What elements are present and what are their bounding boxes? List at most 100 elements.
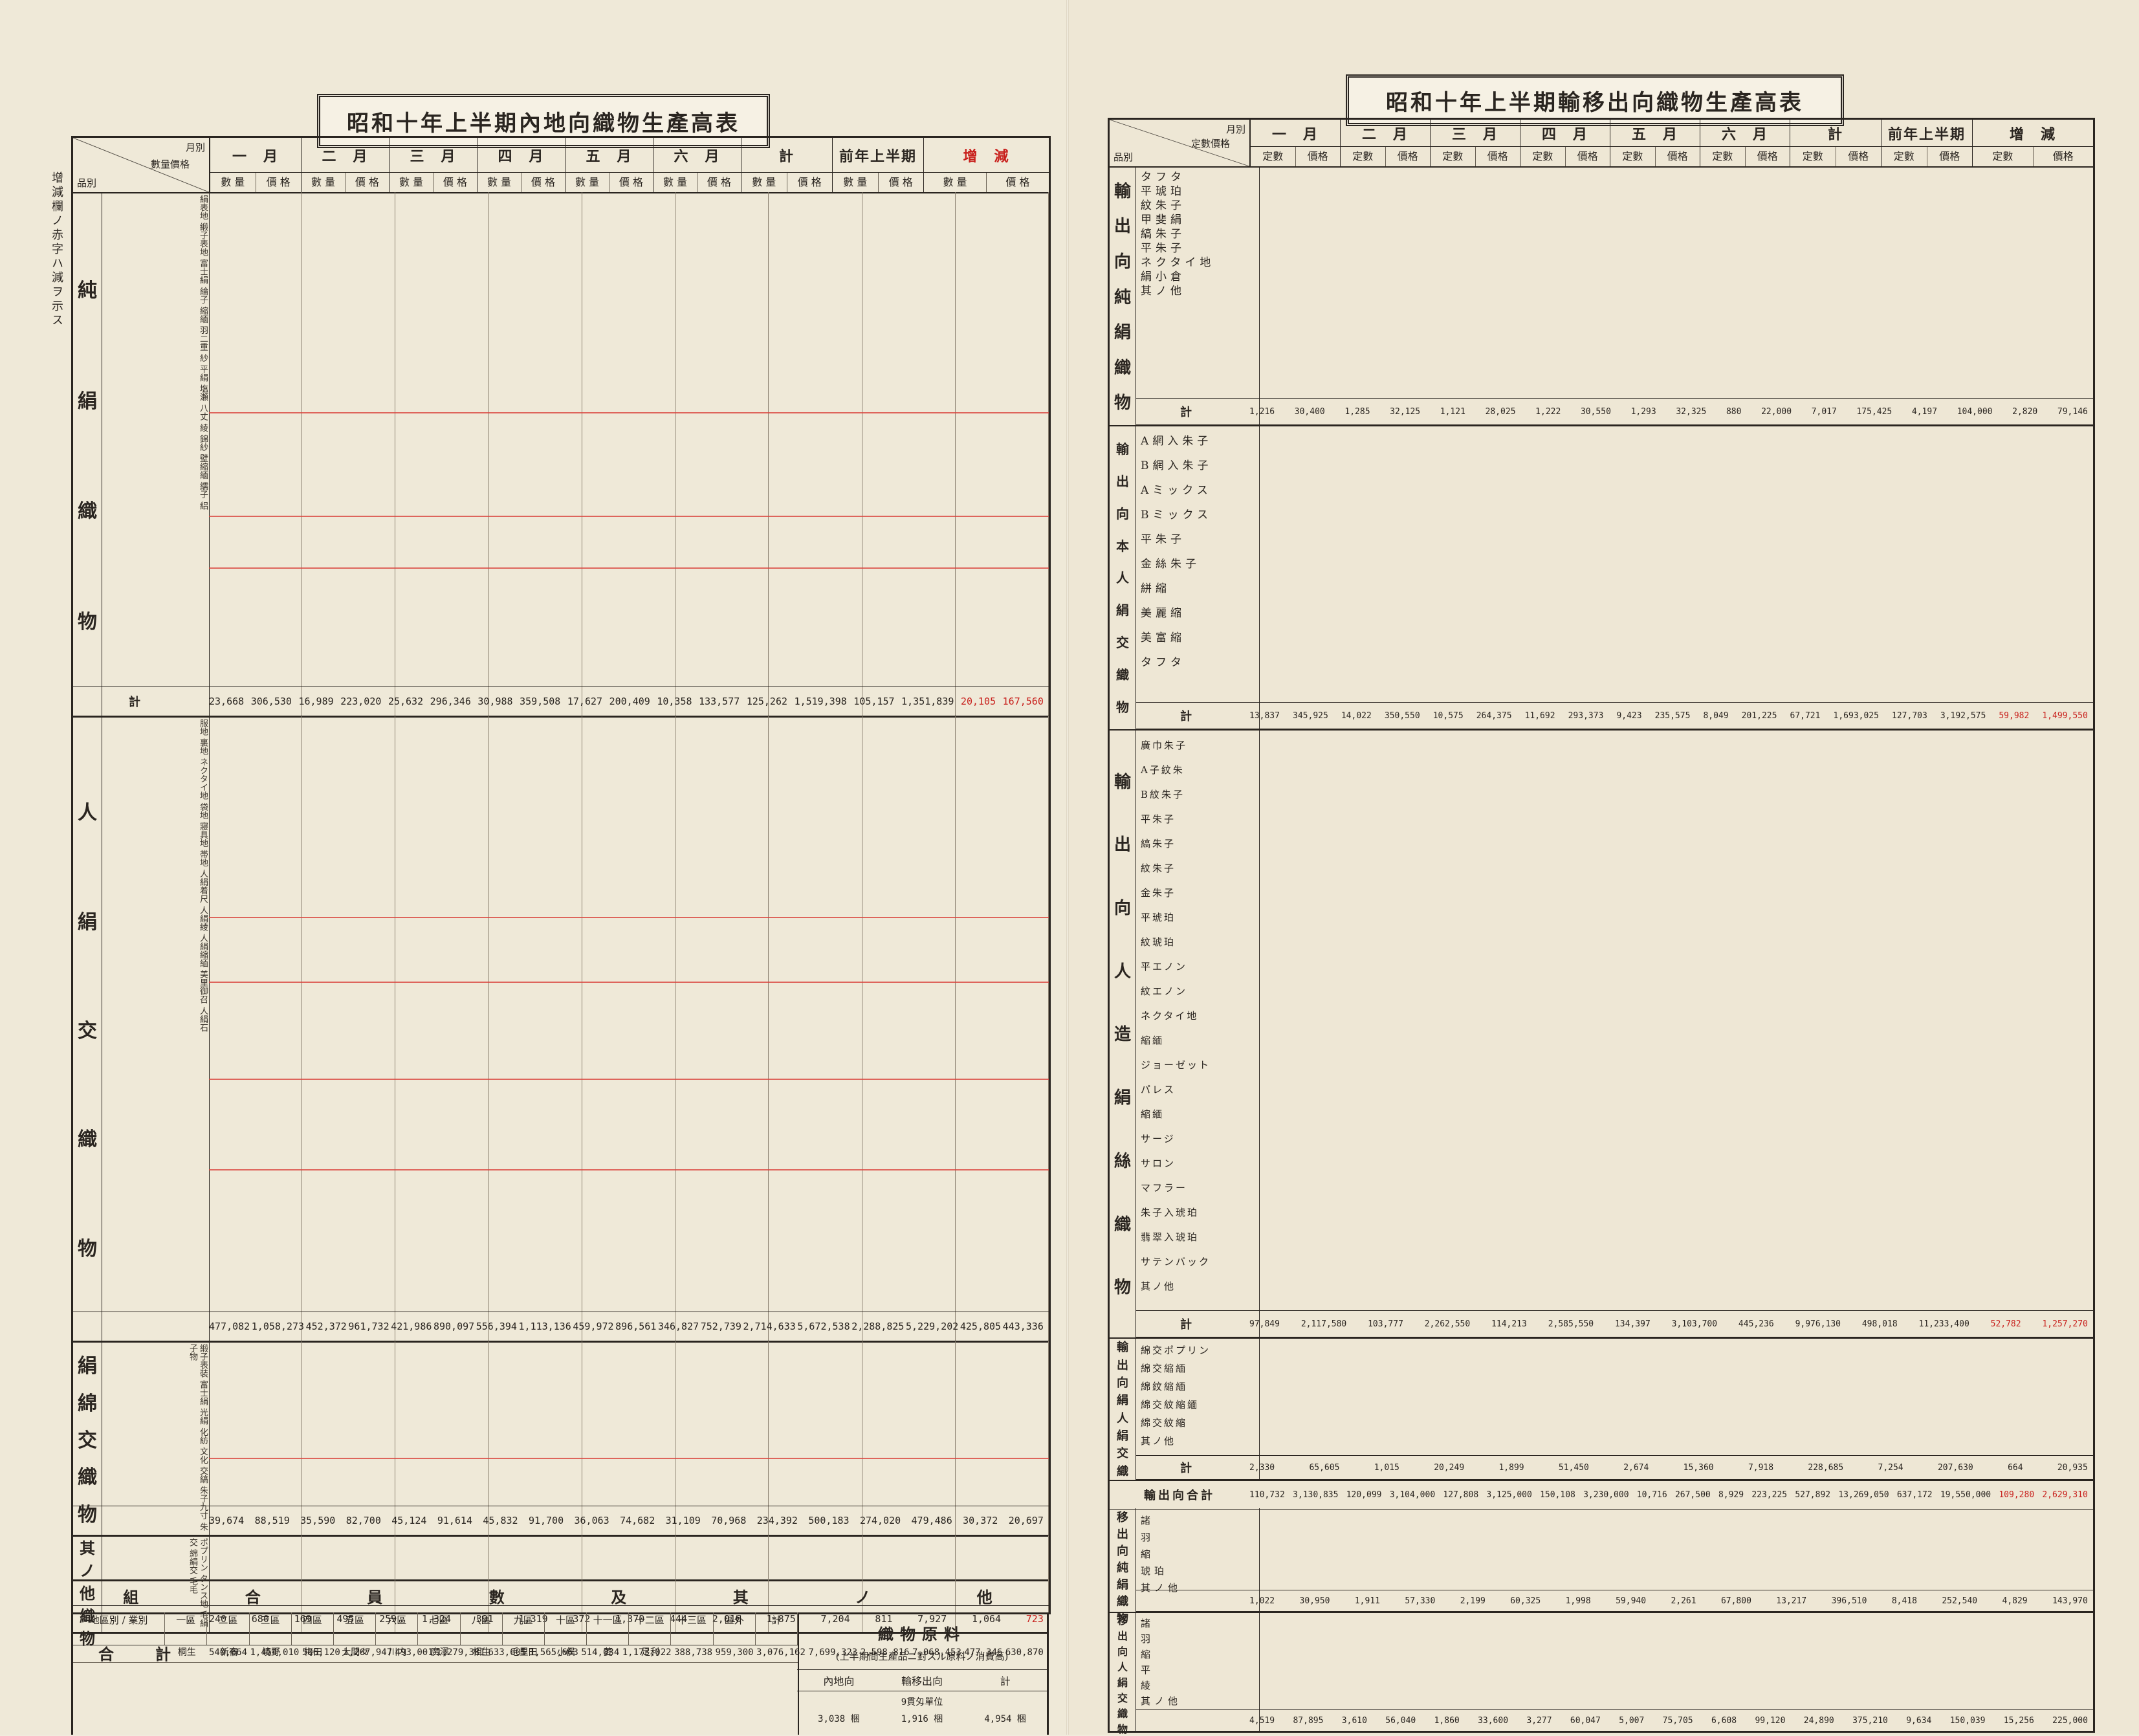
col-mar: 三 月定數 價格 [1431, 120, 1520, 166]
numeric-column [769, 1535, 862, 1632]
grand-total-row: 合 計 540,664 1,454,010 506,120 1,267,947 493,… [73, 1632, 1049, 1672]
col-prev-year: 前年上半期 定數 價格 [1881, 120, 1973, 166]
item-names: タフタ 平琥珀 紋朱子 甲斐絹 縞朱子 平朱子 ネクタイ地 絹小倉 其ノ他 [1135, 166, 1260, 425]
numeric-column [582, 1535, 676, 1632]
numeric-column [302, 716, 396, 1341]
numeric-column [769, 716, 862, 1341]
table-header: 月別 定數價格 品別 一 月定數 價格 二 月定數 價格 三 月定數 價格 四 月定數… [1110, 120, 2093, 168]
section-other: 其ノ他織物 ポプリン タンス地 毛絹交 綿絹交 毛毛 240 680 169 495 2… [73, 1535, 1049, 1648]
col-jun: 六 月數 量價 格 [653, 138, 741, 192]
subtotal-row: 計 13,837 345,925 14,022 350,550 10,575 264,37… [1135, 702, 2093, 729]
right-sheet [1068, 0, 2139, 1735]
section-label-other: 其ノ他織物 [73, 1535, 102, 1648]
item-names-silk-cotton: 緞子表裝 富士絹 光絹 化紡 文化 交縞 朱子九寸 朱子物 [102, 1341, 210, 1535]
col-may: 五 月數 量價 格 [565, 138, 653, 192]
grand-total-values: 540,664 1,454,010 506,120 1,267,947 493,001 1… [209, 1647, 1044, 1658]
export-section-pure-silk: 輸出向純絹織物 タフタ 平琥珀 紋朱子 甲斐絹 縞朱子 平朱子 ネクタイ地 絹小倉 其ノ他 計 … [1110, 166, 2093, 426]
subtotal-row: 4,519 87,895 3,610 56,040 1,860 33,600 3,277 60… [1135, 1709, 2093, 1731]
section-label-rayon-mixed: 人絹交織物 [73, 716, 102, 1341]
item-names: A網入朱子 B網入朱子 Aミックス Bミックス 平朱子 金絲朱子 絣縮 美麗縮 美富縮 タフタ [1135, 425, 1260, 729]
numeric-column [395, 716, 489, 1341]
red-rule [209, 1079, 1049, 1080]
numeric-block-rayon-mixed [209, 716, 1049, 1341]
col-may: 五 月定數 價格 [1610, 120, 1700, 166]
subtotal-values: 23,668 306,530 16,989 223,020 25,632 296,346 3… [209, 696, 1044, 707]
district-corner: 地區別 / 業別 [73, 1612, 166, 1645]
members-heading: 組合員數及其ノ他 [71, 1579, 1051, 1614]
item-names-other: ポプリン タンス地 毛絹交 綿絹交 毛毛 [102, 1535, 210, 1632]
item-names: 綿交ポプリン 綿交縮緬 綿紋縮緬 綿交紋縮緬 綿交紋縮 其ノ他 [1135, 1337, 1260, 1480]
col-change: 增 減定數 價格 [1973, 120, 2093, 166]
numeric-column [675, 1341, 769, 1535]
col-total: 計數 量價 格 [741, 138, 833, 192]
numeric-column [956, 1535, 1049, 1632]
section-silk-cotton: 絹綿交織物 緞子表裝 富士絹 光絹 化紡 文化 交縞 朱子九寸 朱子物 39,6… [73, 1341, 1049, 1537]
transfer-section-rayon-mixed: 移出向人絹交織物 諸羽縮平綾其ノ他 4,519 87,895 3,610 56,040… [1110, 1612, 2093, 1735]
section-label: 移出向純絹織物 [1110, 1508, 1136, 1625]
subtotal-row: 計 97,849 2,117,580 103,777 2,262,550 114,213… [1135, 1310, 2093, 1337]
numeric-column [956, 192, 1049, 716]
col-apr: 四 月定數 價格 [1520, 120, 1610, 166]
corner-label-item: 品別 [77, 177, 97, 189]
section-label: 移出向人絹交織物 [1110, 1612, 1136, 1735]
raw-unit: 9貫匁單位 [901, 1697, 943, 1708]
item-names-pure-silk: 絹表地 緞子表地 富士絹 綸子 縮緬 羽二重 紗 平絹 塩瀬 八丈 綾 錦紗 壁… [102, 192, 210, 716]
subtotal-row-pure-silk: 計 23,668 306,530 16,989 223,020 25,632 296,34… [73, 687, 1049, 716]
numeric-column [209, 1341, 303, 1535]
numeric-column [489, 716, 582, 1341]
numeric-column [582, 716, 676, 1341]
item-names: 諸羽縮平綾其ノ他 [1135, 1612, 1260, 1731]
numeric-column [302, 1341, 396, 1535]
section-label: 輸出向純絹織物 [1110, 166, 1136, 425]
red-rule [209, 412, 1049, 413]
export-section-rayon-mixed: 輸出向本人絹交織物 A網入朱子 B網入朱子 Aミックス Bミックス 平朱子 金絲朱子 絣縮美… [1110, 425, 2093, 731]
section-label: 輸出向本人絹交織物 [1110, 425, 1136, 729]
members-table: 地區別 / 業別 一區 二區 三區 四區 五區 六區 七區 八區 九區 十區 十一區 十二區 十三區 區外… [71, 1612, 799, 1735]
col-prev-year: 前年上半期數 量價 格 [833, 138, 924, 192]
red-rule [209, 516, 1049, 517]
numeric-column [395, 1535, 489, 1632]
numeric-column [769, 1341, 862, 1535]
page-fold [1066, 0, 1069, 1735]
section-label-silk-cotton: 絹綿交織物 [73, 1341, 102, 1535]
col-mar: 三 月數 量價 格 [389, 138, 477, 192]
red-rule [209, 917, 1049, 918]
red-rule [209, 1169, 1049, 1170]
numeric-column [862, 1535, 956, 1632]
col-feb: 二 月數 量價 格 [302, 138, 389, 192]
export-production-table: 月別 定數價格 品別 一 月定數 價格 二 月定數 價格 三 月定數 價格 四 月定數… [1108, 118, 2095, 1735]
numeric-column [209, 1535, 303, 1632]
grand-total-label: 合 計 [98, 1644, 184, 1664]
col-jan: 一 月定數 價格 [1251, 120, 1341, 166]
raw-materials-panel: 織物原料 (上半期間生產品ニ對スル原料ノ消費高) 內地向 輸移出向計 9貫匁單位 … [797, 1612, 1049, 1735]
numeric-block-silk-cotton [209, 1341, 1049, 1535]
subtotal-row: 計 2,330 65,605 1,015 20,249 1,899 51,450 2,674… [1135, 1455, 2093, 1480]
section-label-pure-silk: 純絹織物 [73, 192, 102, 716]
side-note: 增減欄ノ赤字ハ減ヲ示ス [50, 171, 63, 328]
subtotal-row-rayon-mixed: 477,082 1,058,273 452,372 961,732 421,986 890… [73, 1312, 1049, 1341]
numeric-column [209, 192, 303, 716]
numeric-column [489, 192, 582, 716]
left-table-title: 昭和十年上半期內地向織物生產高表 [317, 94, 770, 148]
item-names: 廣巾朱子 A子紋朱 B紋朱子 平朱子 縞朱子 紋朱子 金朱子 平琥珀 紋琥珀 平エノン 紋エノン ネク… [1135, 729, 1260, 1337]
numeric-column [675, 1535, 769, 1632]
col-apr: 四 月數 量價 格 [477, 138, 565, 192]
subtotal-row: 計 1,216 30,400 1,285 32,125 1,121 28,025 1,222… [1135, 398, 2093, 425]
district-names-row: 桐生 新宿 境野 梅田 大間々 川内 廣澤 相生 毛里田 小俣菱足利 [73, 1645, 798, 1663]
numeric-block-pure-silk [209, 192, 1049, 716]
table-header: 月別 數量價格 品別 一 月數 量價 格 二 月數 量價 格 三 月數 量價 格… [73, 138, 1049, 193]
numeric-column [675, 716, 769, 1341]
numeric-column [675, 192, 769, 716]
header-corner: 月別 定數價格 品別 [1110, 120, 1251, 166]
section-rayon-mixed: 人絹交織物 服地 裏地 ネクタイ地 袋地 寢具地 帯地 人絹着尺 人絹綾 人絹縮… [73, 716, 1049, 1343]
col-jun: 六 月定數 價格 [1700, 120, 1790, 166]
right-table-title: 昭和十年上半期輸移出向織物生產高表 [1346, 74, 1844, 126]
numeric-column [956, 716, 1049, 1341]
export-section-silk-rayon: 輸出向絹人絹交織 綿交ポプリン 綿交縮緬 綿紋縮緬 綿交紋縮緬 綿交紋縮 其ノ他 計 2,… [1110, 1337, 2093, 1481]
numeric-column [862, 192, 956, 716]
red-rule [209, 567, 1049, 569]
item-names-rayon-mixed: 服地 裏地 ネクタイ地 袋地 寢具地 帯地 人絹着尺 人絹綾 人絹縮緬 美里御召… [102, 716, 210, 1341]
numeric-column [489, 1341, 582, 1535]
corner-label-qty: 數量價格 [150, 159, 190, 170]
export-total-row: 輸出向合計 110,732 3,130,835 120,099 3,104,000 12… [1110, 1480, 2093, 1510]
